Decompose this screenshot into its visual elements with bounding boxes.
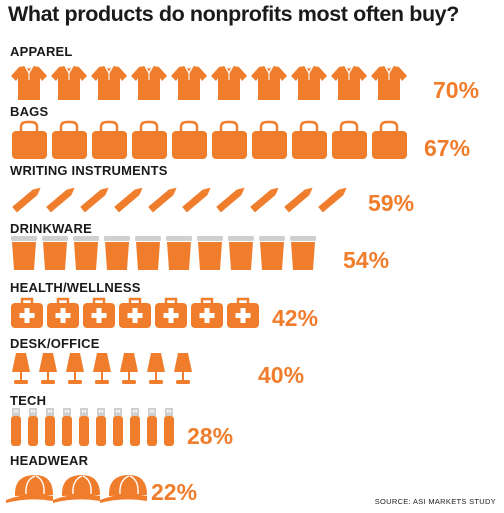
- shirt-icon: [211, 65, 247, 100]
- lamp-icon: [120, 353, 138, 384]
- value-label-apparel: 70%: [433, 77, 480, 103]
- usb-drive-icon: [45, 408, 55, 446]
- cup-icon: [11, 236, 37, 270]
- usb-drive-icon: [96, 408, 106, 446]
- cup-icon: [73, 236, 99, 270]
- cup-icon: [42, 236, 68, 270]
- cup-icon: [104, 236, 130, 270]
- source-note: SOURCE: ASI MARKETS STUDY: [374, 497, 496, 506]
- value-label-writing: 59%: [368, 190, 415, 216]
- cap-icon: [6, 475, 54, 503]
- category-label-apparel: APPAREL: [10, 44, 73, 59]
- lamp-icon: [66, 353, 84, 384]
- shirt-icon: [331, 65, 367, 100]
- bag-icon: [172, 120, 207, 159]
- value-label-desk: 40%: [258, 362, 305, 388]
- shirt-icon: [91, 65, 127, 100]
- shirt-icon: [131, 65, 167, 100]
- pencil-icon: [250, 187, 279, 213]
- pencil-icon: [46, 187, 75, 213]
- usb-drive-icon: [62, 408, 72, 446]
- bag-icon: [212, 120, 247, 159]
- lamp-icon: [39, 353, 57, 384]
- bag-icon: [252, 120, 287, 159]
- chart-title: What products do nonprofits most often b…: [8, 2, 459, 26]
- value-label-headwear: 22%: [151, 479, 198, 505]
- usb-drive-icon: [79, 408, 89, 446]
- cap-icon: [53, 475, 100, 503]
- category-label-headwear: HEADWEAR: [10, 453, 89, 468]
- first-aid-kit-icon: [83, 297, 115, 328]
- bag-icon: [332, 120, 367, 159]
- pencil-icon: [284, 187, 313, 213]
- usb-drive-icon: [113, 408, 123, 446]
- pencil-icon: [80, 187, 109, 213]
- first-aid-kit-icon: [11, 297, 43, 328]
- cup-icon: [228, 236, 254, 270]
- lamp-icon: [174, 353, 192, 384]
- shirt-icon: [251, 65, 287, 100]
- lamp-icon: [147, 353, 165, 384]
- value-label-bags: 67%: [424, 135, 471, 161]
- lamp-icon: [12, 353, 30, 384]
- bag-icon: [92, 120, 127, 159]
- category-label-health: HEALTH/WELLNESS: [10, 280, 141, 295]
- pencil-icon: [148, 187, 177, 213]
- bag-icon: [132, 120, 167, 159]
- cap-icon: [100, 475, 147, 503]
- first-aid-kit-icon: [47, 297, 79, 328]
- category-label-desk: DESK/OFFICE: [10, 336, 100, 351]
- bag-icon: [52, 120, 87, 159]
- first-aid-kit-icon: [227, 297, 259, 328]
- category-label-writing: WRITING INSTRUMENTS: [10, 163, 168, 178]
- shirt-icon: [51, 65, 87, 100]
- cup-icon: [259, 236, 285, 270]
- usb-drive-icon: [11, 408, 21, 446]
- pencil-icon: [318, 187, 347, 213]
- usb-drive-icon: [130, 408, 140, 446]
- cup-icon: [290, 236, 316, 270]
- shirt-icon: [171, 65, 207, 100]
- cup-icon: [197, 236, 223, 270]
- category-label-bags: BAGS: [10, 104, 49, 119]
- bag-icon: [292, 120, 327, 159]
- cup-icon: [135, 236, 161, 270]
- pencil-icon: [216, 187, 245, 213]
- bag-icon: [12, 120, 47, 159]
- shirt-icon: [11, 65, 47, 100]
- value-label-drinkware: 54%: [343, 247, 390, 273]
- category-label-tech: TECH: [10, 393, 47, 408]
- usb-drive-icon: [147, 408, 157, 446]
- first-aid-kit-icon: [191, 297, 223, 328]
- bag-icon: [372, 120, 407, 159]
- shirt-icon: [371, 65, 407, 100]
- lamp-icon: [93, 353, 111, 384]
- pencil-icon: [12, 187, 41, 213]
- shirt-icon: [291, 65, 327, 100]
- value-label-tech: 28%: [187, 423, 234, 449]
- first-aid-kit-icon: [155, 297, 187, 328]
- usb-drive-icon: [164, 408, 174, 446]
- cup-icon: [166, 236, 192, 270]
- usb-drive-icon: [28, 408, 38, 446]
- first-aid-kit-icon: [119, 297, 151, 328]
- category-label-drinkware: DRINKWARE: [10, 221, 92, 236]
- pencil-icon: [114, 187, 143, 213]
- value-label-health: 42%: [272, 305, 319, 331]
- pencil-icon: [182, 187, 211, 213]
